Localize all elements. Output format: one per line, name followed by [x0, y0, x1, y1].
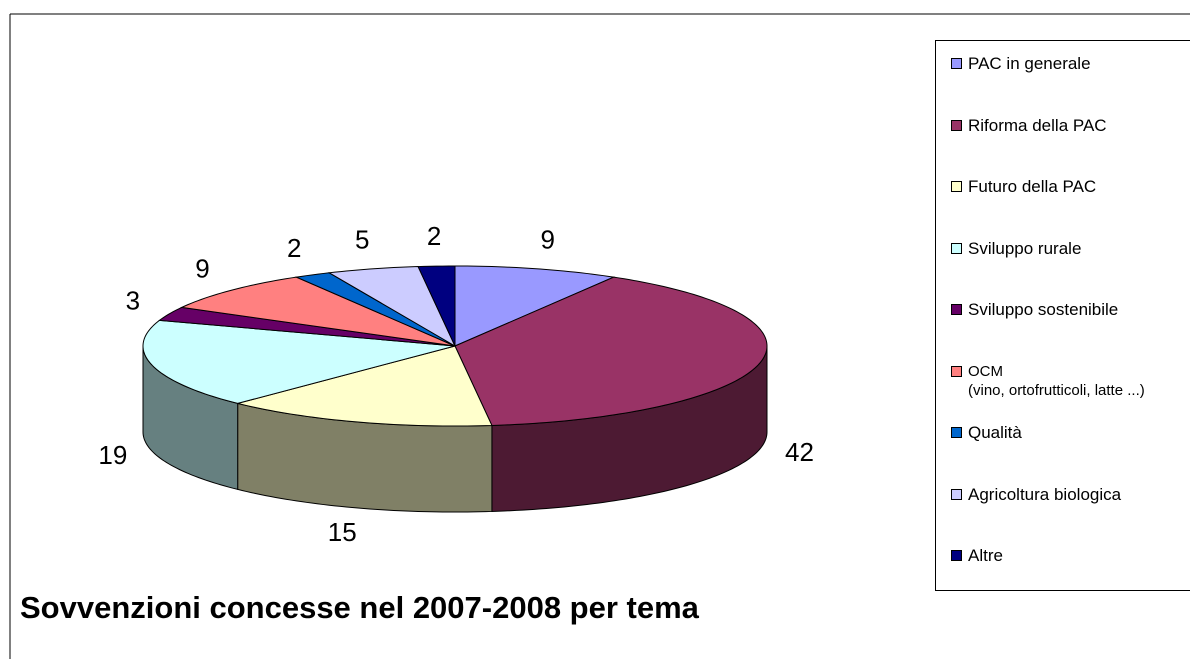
data-label: 9: [541, 225, 555, 255]
legend-swatch: [951, 242, 962, 254]
data-label: 9: [195, 254, 209, 284]
slice: [294, 272, 456, 347]
legend-swatch: [951, 58, 962, 69]
legend-swatch: [951, 365, 962, 377]
legend-label: OCM (vino, ortofrutticoli, latte ...): [968, 362, 1145, 399]
legend-swatch: [951, 488, 962, 500]
data-label: 3: [126, 285, 140, 315]
legend-swatch: [951, 304, 962, 315]
data-label: 15: [328, 517, 357, 547]
slice: [454, 276, 768, 426]
legend-label: Qualità: [968, 423, 1022, 442]
data-label: 19: [98, 440, 127, 470]
slice: [454, 265, 616, 347]
data-label: 5: [355, 225, 369, 255]
legend-label: Agricoltura biologica: [968, 484, 1122, 504]
legend-swatch: [951, 181, 962, 192]
slice: [142, 319, 456, 404]
legend-label: PAC in generale: [968, 54, 1091, 73]
data-label: 42: [785, 437, 814, 467]
legend-swatch: [951, 119, 962, 131]
legend-label: Futuro della PAC: [968, 177, 1097, 196]
slice: [180, 276, 456, 347]
slice: [158, 306, 456, 347]
chart-title: Sovvenzioni concesse nel 2007-2008 per t…: [20, 590, 699, 625]
slice: [417, 265, 456, 347]
legend-label: Riforma della PAC: [968, 115, 1107, 135]
legend-label: Altre: [968, 546, 1003, 565]
legend-label: Sviluppo sostenibile: [968, 300, 1119, 319]
legend-swatch: [951, 427, 962, 438]
slice: [237, 345, 493, 427]
data-label: 2: [427, 221, 441, 251]
legend-swatch: [951, 550, 962, 561]
data-label: 2: [287, 233, 301, 263]
legend: PAC in generale Riforma della PAC Futuro d…: [935, 40, 1190, 591]
legend-label: Sviluppo rurale: [968, 238, 1082, 258]
slice: [327, 266, 457, 348]
